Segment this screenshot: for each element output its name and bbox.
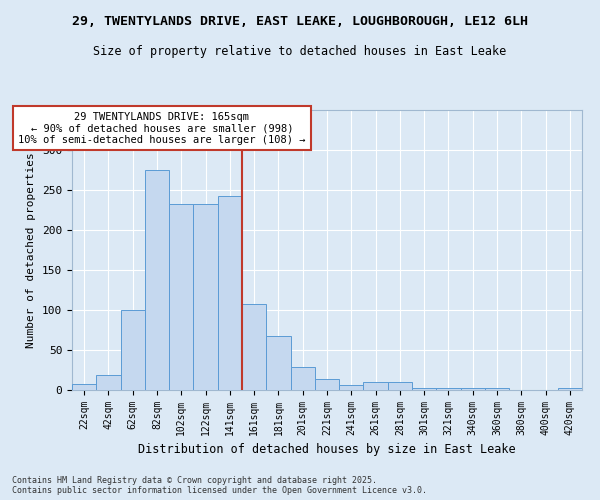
Bar — [388, 382, 412, 390]
Bar — [436, 388, 461, 390]
Bar — [242, 304, 266, 390]
Bar — [339, 385, 364, 390]
Bar — [218, 196, 242, 390]
Bar — [315, 379, 339, 390]
Bar — [193, 204, 218, 390]
Bar — [558, 388, 582, 390]
Bar — [412, 388, 436, 390]
Bar — [485, 388, 509, 390]
Bar — [169, 204, 193, 390]
Text: Contains HM Land Registry data © Crown copyright and database right 2025.
Contai: Contains HM Land Registry data © Crown c… — [12, 476, 427, 495]
Text: 29 TWENTYLANDS DRIVE: 165sqm
← 90% of detached houses are smaller (998)
10% of s: 29 TWENTYLANDS DRIVE: 165sqm ← 90% of de… — [18, 112, 305, 145]
X-axis label: Distribution of detached houses by size in East Leake: Distribution of detached houses by size … — [138, 444, 516, 456]
Bar — [266, 336, 290, 390]
Y-axis label: Number of detached properties: Number of detached properties — [26, 152, 37, 348]
Text: Size of property relative to detached houses in East Leake: Size of property relative to detached ho… — [94, 45, 506, 58]
Bar — [290, 367, 315, 390]
Bar — [96, 375, 121, 390]
Bar — [364, 382, 388, 390]
Bar — [145, 170, 169, 390]
Bar — [72, 384, 96, 390]
Text: 29, TWENTYLANDS DRIVE, EAST LEAKE, LOUGHBOROUGH, LE12 6LH: 29, TWENTYLANDS DRIVE, EAST LEAKE, LOUGH… — [72, 15, 528, 28]
Bar — [121, 310, 145, 390]
Bar — [461, 388, 485, 390]
